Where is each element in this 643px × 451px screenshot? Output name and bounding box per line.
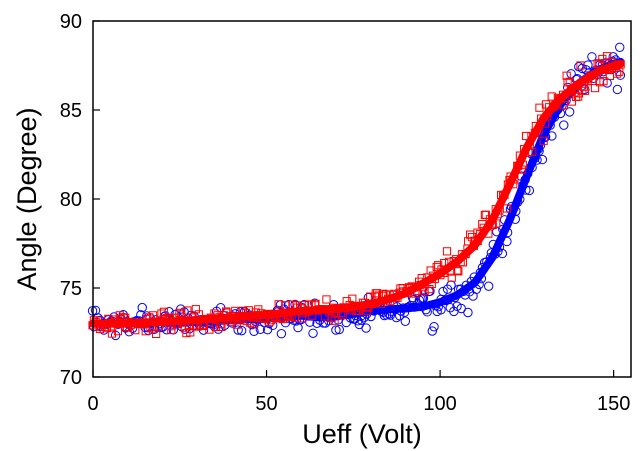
data-point [602, 52, 612, 61]
data-point [587, 52, 597, 62]
x-tick-label: 0 [87, 393, 98, 415]
data-point [445, 303, 455, 313]
x-tick-label: 100 [423, 393, 456, 415]
data-point [576, 61, 585, 70]
y-axis-ticks: 70 75 80 85 90 [60, 11, 100, 389]
data-point [425, 284, 434, 294]
plot-frame [92, 20, 632, 378]
x-axis-title: Ueff (Volt) [302, 419, 422, 449]
data-point [559, 101, 568, 110]
data-point [613, 69, 622, 78]
y-axis-title: Angle (Degree) [12, 107, 42, 290]
data-point [593, 59, 602, 68]
x-tick-label: 150 [597, 393, 630, 415]
y-tick-label: 85 [60, 100, 82, 122]
data-point [564, 107, 575, 117]
data-point [372, 289, 382, 298]
data-point [308, 328, 318, 338]
data-point [442, 247, 452, 256]
data-point [483, 281, 494, 291]
data-point [334, 324, 344, 335]
y-tick-label: 80 [60, 189, 82, 211]
y-tick-label: 90 [60, 11, 82, 33]
data-point [249, 326, 259, 337]
data-point [211, 322, 220, 332]
data-point [217, 322, 226, 332]
data-point [563, 78, 572, 87]
data-point [361, 323, 371, 333]
data-point [137, 302, 147, 313]
data-point [590, 83, 600, 93]
data-point [559, 120, 569, 130]
series-square-fit-line [89, 59, 625, 328]
data-point [612, 84, 623, 95]
data-point [330, 316, 339, 325]
data-point [183, 306, 192, 315]
data-point [191, 305, 200, 314]
data-point [107, 329, 117, 338]
data-point [502, 204, 512, 213]
data-point [427, 326, 437, 336]
series-circle-markers [87, 42, 626, 341]
data-point [420, 287, 429, 296]
data-point [250, 320, 259, 329]
data-point [580, 86, 590, 95]
series-circle-fit-line [89, 57, 625, 328]
data-point [537, 154, 548, 165]
data-point [322, 295, 331, 304]
data-point [233, 325, 243, 335]
data-point [598, 54, 607, 64]
data-point [236, 325, 247, 336]
data-point [453, 266, 462, 275]
data-point [599, 77, 608, 86]
y-tick-label: 75 [60, 278, 82, 300]
data-point [429, 322, 439, 332]
data-point [547, 131, 557, 141]
data-point [400, 316, 411, 326]
data-point [331, 325, 341, 335]
data-point [276, 329, 287, 339]
data-point [463, 307, 473, 318]
data-point [438, 286, 448, 297]
data-point [141, 327, 150, 336]
series-square-markers [88, 52, 625, 338]
data-point [456, 303, 466, 314]
data-point [615, 42, 625, 52]
data-point [454, 267, 463, 276]
data-point [205, 325, 214, 334]
data-point [418, 293, 429, 303]
series-layer [87, 42, 626, 341]
data-point [255, 324, 265, 334]
data-point [175, 308, 184, 318]
data-point [274, 300, 283, 309]
data-point [447, 273, 456, 282]
x-tick-label: 50 [255, 393, 277, 415]
y-tick-label: 70 [60, 367, 82, 389]
x-axis-ticks: 0 50 100 150 [87, 370, 630, 415]
data-point [293, 322, 303, 333]
data-point [567, 97, 577, 106]
data-point [565, 77, 574, 86]
data-point [327, 313, 336, 323]
data-point [539, 136, 548, 145]
